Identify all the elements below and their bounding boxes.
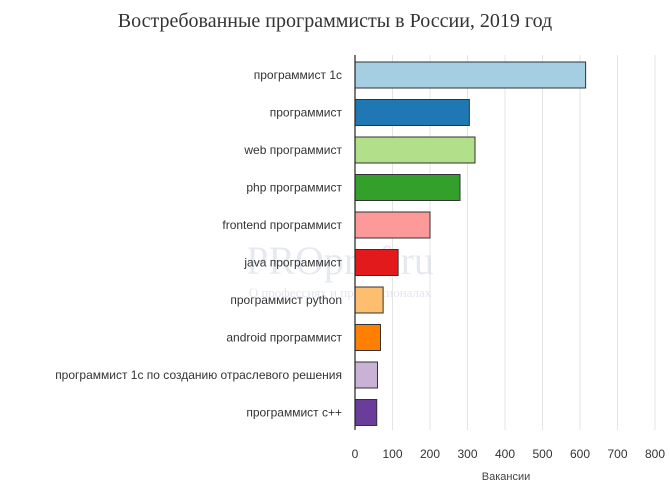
watermark: PROprof.ru О профессиях и профессионалах [246,238,434,300]
x-axis-title: Вакансии [482,471,531,483]
watermark-sub: О профессиях и профессионалах [249,285,432,300]
x-tick-label: 0 [352,447,359,461]
watermark-main: PROprof.ru [246,238,434,283]
x-axis-ticks: 0 100 200 300 400 500 600 700 800 [352,447,666,461]
x-tick-label: 600 [570,447,590,461]
category-label: android программист [226,331,342,345]
category-label: java программист [243,256,342,270]
x-tick-label: 400 [495,447,515,461]
category-label: web программист [243,143,342,157]
grid-lines [392,55,656,430]
bars [354,61,587,426]
bar[interactable] [354,399,378,426]
bar[interactable] [354,61,587,89]
category-label: программист [270,106,343,120]
category-label: программист 1с [254,68,342,82]
category-label: php программист [246,181,342,195]
x-tick-label: 300 [457,447,477,461]
category-label: программист c++ [246,406,342,420]
category-label: программист 1с по созданию отраслевого р… [55,368,342,382]
x-tick-label: 200 [420,447,440,461]
category-label: frontend программист [222,218,342,232]
bar[interactable] [354,249,399,276]
x-tick-label: 800 [645,447,665,461]
x-tick-label: 100 [382,447,402,461]
bar[interactable] [354,136,476,164]
x-tick-label: 500 [532,447,552,461]
bar[interactable] [354,361,378,389]
bar[interactable] [354,174,461,201]
category-label: программист python [230,293,342,307]
bar[interactable] [354,286,384,314]
x-tick-label: 700 [607,447,627,461]
bar[interactable] [354,324,381,351]
category-labels: программист 1с программист web программист… [55,68,342,420]
chart-title: Востребованные программисты в России, 20… [117,10,553,32]
bar[interactable] [354,99,470,126]
bar[interactable] [354,211,431,239]
